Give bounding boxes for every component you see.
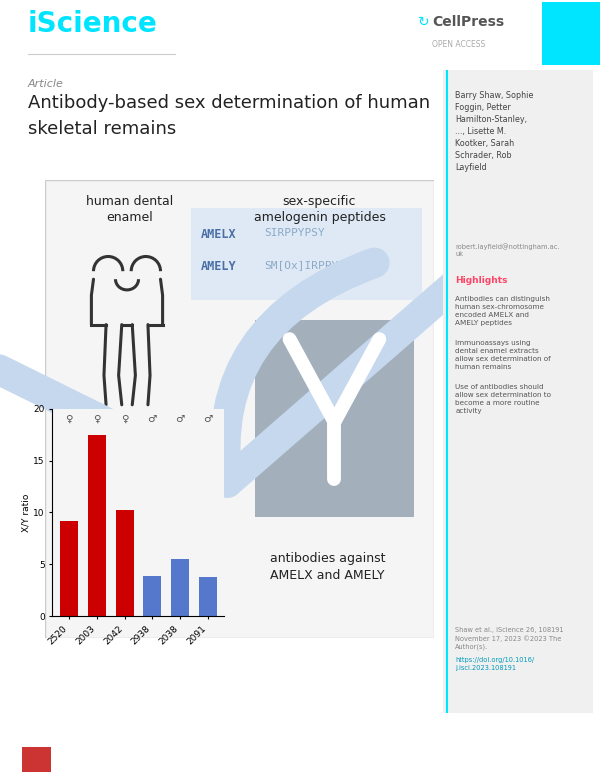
Text: AMELY: AMELY bbox=[201, 260, 236, 273]
Text: ♀: ♀ bbox=[66, 414, 73, 424]
Text: Article: Article bbox=[28, 78, 64, 88]
Text: antibodies against
AMELX and AMELY: antibodies against AMELX and AMELY bbox=[270, 551, 385, 582]
Text: robert.layfield@nottingham.ac.
uk: robert.layfield@nottingham.ac. uk bbox=[455, 243, 560, 258]
Bar bbox=[116, 511, 133, 616]
Text: SIRPPYPSY: SIRPPYPSY bbox=[265, 229, 326, 239]
Bar bbox=[88, 435, 106, 616]
Text: ♀: ♀ bbox=[93, 414, 101, 424]
Text: SM[Ox]IRPPY: SM[Ox]IRPPY bbox=[265, 260, 339, 270]
FancyBboxPatch shape bbox=[45, 180, 434, 638]
Text: ↻: ↻ bbox=[418, 15, 429, 29]
Text: Antibody-based sex determination of human: Antibody-based sex determination of huma… bbox=[28, 95, 430, 113]
Text: ♀: ♀ bbox=[121, 414, 128, 424]
Text: AMELX: AMELX bbox=[201, 229, 236, 241]
Text: Shaw et al., iScience 26, 108191
November 17, 2023 ©2023 The
Author(s).: Shaw et al., iScience 26, 108191 Novembe… bbox=[455, 627, 564, 650]
Bar bbox=[171, 559, 189, 616]
Text: sex
determination: sex determination bbox=[83, 551, 171, 582]
Text: Use of antibodies should
allow sex determination to
become a more routine
activi: Use of antibodies should allow sex deter… bbox=[455, 384, 551, 414]
Text: https://doi.org/10.1016/
j.isci.2023.108191: https://doi.org/10.1016/ j.isci.2023.108… bbox=[455, 658, 534, 671]
Bar bbox=[144, 576, 161, 616]
Text: OPEN ACCESS: OPEN ACCESS bbox=[432, 40, 485, 49]
Bar bbox=[198, 577, 216, 616]
Text: Barry Shaw, Sophie
Foggin, Petter
Hamilton-Stanley,
..., Lisette M.
Kootker, Sar: Barry Shaw, Sophie Foggin, Petter Hamilt… bbox=[455, 91, 534, 172]
Text: Antibodies can distinguish
human sex-chromosome
encoded AMELX and
AMELY peptides: Antibodies can distinguish human sex-chr… bbox=[455, 296, 550, 327]
Text: ♂: ♂ bbox=[175, 414, 185, 424]
Text: Highlights: Highlights bbox=[455, 276, 508, 285]
Text: iScience: iScience bbox=[28, 10, 158, 38]
FancyBboxPatch shape bbox=[443, 70, 593, 713]
Text: human dental
enamel: human dental enamel bbox=[86, 196, 174, 225]
Y-axis label: X/Y ratio: X/Y ratio bbox=[22, 493, 31, 532]
FancyBboxPatch shape bbox=[542, 2, 600, 64]
FancyBboxPatch shape bbox=[191, 208, 422, 300]
Text: Immunoassays using
dental enamel extracts
allow sex determination of
human remai: Immunoassays using dental enamel extract… bbox=[455, 341, 551, 370]
Text: sex-specific
amelogenin peptides: sex-specific amelogenin peptides bbox=[253, 196, 385, 225]
FancyBboxPatch shape bbox=[254, 320, 414, 518]
Bar bbox=[60, 521, 78, 616]
FancyBboxPatch shape bbox=[22, 747, 51, 772]
Text: ♂: ♂ bbox=[203, 414, 212, 424]
Text: CellPress: CellPress bbox=[432, 15, 504, 29]
Text: ♂: ♂ bbox=[148, 414, 157, 424]
Text: skeletal remains: skeletal remains bbox=[28, 121, 176, 139]
